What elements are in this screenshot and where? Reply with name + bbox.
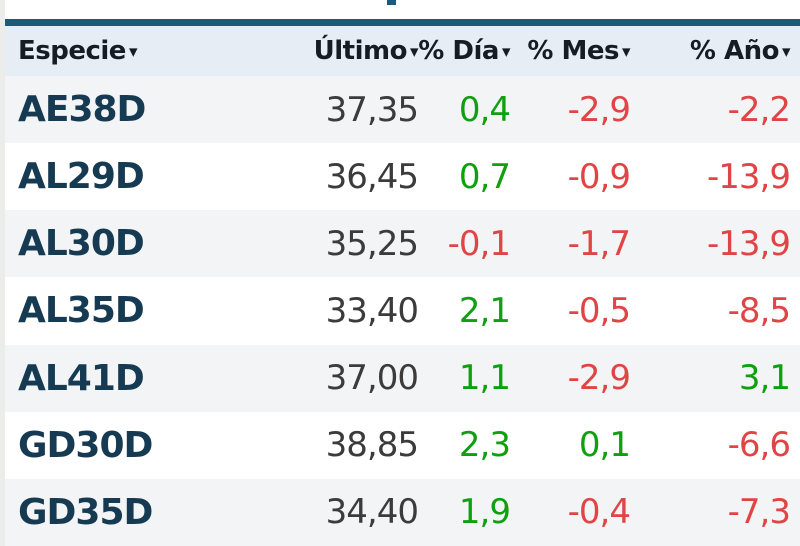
year-change-cell: -13,9 xyxy=(707,223,791,264)
last-price-cell: 37,00 xyxy=(325,358,419,399)
day-change-cell: 0,4 xyxy=(458,89,511,130)
table-row[interactable]: GD35D 34,40 1,9 -0,4 -7,3 xyxy=(5,478,800,546)
column-header-ultimo[interactable]: Último ▾ xyxy=(268,36,419,66)
last-price-cell: 38,85 xyxy=(325,425,419,466)
last-price-cell: 36,45 xyxy=(325,156,419,197)
column-header-anio[interactable]: % Año ▾ xyxy=(630,36,791,66)
month-change-cell: 0,1 xyxy=(578,425,631,466)
column-header-especie[interactable]: Especie ▾ xyxy=(5,36,268,66)
year-change-cell: 3,1 xyxy=(738,358,791,399)
ticker-cell[interactable]: AL35D xyxy=(18,290,145,332)
last-price-cell: 35,25 xyxy=(325,223,419,264)
year-change-cell: -8,5 xyxy=(727,290,791,331)
day-change-cell: 2,3 xyxy=(458,425,511,466)
column-header-label: % Año xyxy=(689,36,780,66)
column-header-label: % Mes xyxy=(527,36,619,66)
table-row[interactable]: GD30D 38,85 2,3 0,1 -6,6 xyxy=(5,411,800,479)
cutoff-element-above xyxy=(387,0,396,5)
table-row[interactable]: AL30D 35,25 -0,1 -1,7 -13,9 xyxy=(5,210,800,278)
table-row[interactable]: AE38D 37,35 0,4 -2,9 -2,2 xyxy=(5,76,800,144)
table-row[interactable]: AL35D 33,40 2,1 -0,5 -8,5 xyxy=(5,277,800,345)
sort-arrow-icon: ▾ xyxy=(621,42,631,62)
last-price-cell: 34,40 xyxy=(325,492,419,533)
column-header-mes[interactable]: % Mes ▾ xyxy=(510,36,630,66)
table-header-row: Especie ▾ Último ▾ % Día ▾ % Mes ▾ % Año ▾ xyxy=(5,26,800,76)
day-change-cell: 1,1 xyxy=(458,358,511,399)
column-header-label: Especie xyxy=(18,36,126,66)
year-change-cell: -2,2 xyxy=(727,89,791,130)
page-left-margin xyxy=(0,0,5,546)
table-row[interactable]: AL41D 37,00 1,1 -2,9 3,1 xyxy=(5,344,800,412)
month-change-cell: -2,9 xyxy=(567,358,631,399)
day-change-cell: 2,1 xyxy=(458,290,511,331)
column-header-dia[interactable]: % Día ▾ xyxy=(418,36,510,66)
month-change-cell: -2,9 xyxy=(567,89,631,130)
month-change-cell: -1,7 xyxy=(567,223,631,264)
column-header-label: % Día xyxy=(418,36,499,66)
ticker-cell[interactable]: GD30D xyxy=(18,424,153,466)
table-top-border xyxy=(5,19,800,26)
year-change-cell: -13,9 xyxy=(707,156,791,197)
ticker-cell[interactable]: AL41D xyxy=(18,357,145,399)
month-change-cell: -0,9 xyxy=(567,156,631,197)
month-change-cell: -0,4 xyxy=(567,492,631,533)
day-change-cell: 0,7 xyxy=(458,156,511,197)
ticker-cell[interactable]: AE38D xyxy=(18,89,146,131)
year-change-cell: -7,3 xyxy=(727,492,791,533)
bond-quotes-table: Especie ▾ Último ▾ % Día ▾ % Mes ▾ % Año ▾ AE… xyxy=(5,26,800,546)
year-change-cell: -6,6 xyxy=(727,425,791,466)
last-price-cell: 37,35 xyxy=(325,89,419,130)
last-price-cell: 33,40 xyxy=(325,290,419,331)
ticker-cell[interactable]: AL29D xyxy=(18,156,145,198)
column-header-label: Último xyxy=(313,36,408,66)
table-row[interactable]: AL29D 36,45 0,7 -0,9 -13,9 xyxy=(5,143,800,211)
month-change-cell: -0,5 xyxy=(567,290,631,331)
sort-arrow-icon: ▾ xyxy=(409,42,419,62)
sort-arrow-icon: ▾ xyxy=(128,42,138,62)
day-change-cell: 1,9 xyxy=(458,492,511,533)
ticker-cell[interactable]: AL30D xyxy=(18,223,145,265)
table-body: AE38D 37,35 0,4 -2,9 -2,2 AL29D 36,45 0,… xyxy=(5,76,800,546)
sort-arrow-icon: ▾ xyxy=(501,42,511,62)
day-change-cell: -0,1 xyxy=(447,223,511,264)
sort-arrow-icon: ▾ xyxy=(781,42,791,62)
ticker-cell[interactable]: GD35D xyxy=(18,491,153,533)
